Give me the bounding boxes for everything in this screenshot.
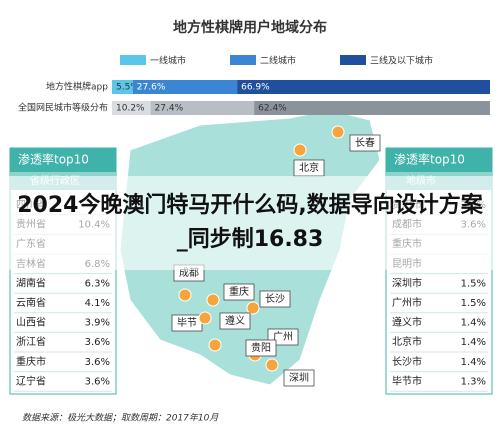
table-name: 湖南省 [16,276,46,289]
city-label: 贵阳 [251,341,271,354]
city-label: 广州 [273,331,293,343]
legend-swatch [230,55,256,65]
table-value: 3.6% [85,337,110,348]
table-title: 渗透率top10 [394,152,465,167]
table-value: 1.3% [461,376,486,387]
city-label: 重庆 [229,285,249,298]
bar-segment [237,80,490,94]
source: 数据来源：极光大数据；取数周期：2017年10月 [22,413,219,424]
legend-label: 三线及以下城市 [370,55,433,67]
table-value: 6.3% [85,278,110,289]
legend-label: 二线城市 [260,55,296,67]
table-name: 浙江省 [16,335,46,348]
table-value: 1.4% [461,337,486,348]
table-value: 3.6% [85,357,110,368]
table-value: 1.4% [461,357,486,368]
table-value: 3.9% [85,318,110,329]
city-label: 长春 [355,137,375,149]
table-value: 1.5% [461,278,486,289]
bar-segment [112,101,151,115]
value-label: 27.6% [137,83,166,93]
city-label: 成都 [179,267,199,279]
value-label: 62.4% [258,104,287,114]
value-label: 66.9% [241,83,270,93]
value-label: 5.5% [116,83,139,93]
city-box [219,312,251,330]
table-name: 重庆市 [16,355,46,368]
table-name: 北京市 [392,335,422,348]
city-label: 遵义 [225,314,245,327]
table-value: 3.6% [85,376,110,387]
bar-segment [150,101,255,115]
legend-label: 一线城市 [150,55,186,67]
row-label: 地方性棋牌app [46,81,108,93]
city-label: 北京 [299,161,319,174]
chart-title: 地方性棋牌用户地域分布 [173,19,327,36]
city-box [259,290,291,308]
row-label: 全国网民城市等级分布 [18,102,108,114]
city-box [349,134,381,152]
city-dot [208,338,222,352]
table-value: 4.1% [85,298,110,309]
city-dot [331,125,345,139]
city-label: 毕节 [177,316,197,329]
overlay-band: 2024今晚澳门特马开什么码,数据导向设计方案_同步制16.83 [0,176,500,270]
table-name: 辽宁省 [16,374,46,387]
city-dot [206,293,220,307]
city-box [223,283,255,301]
table-name: 遵义市 [392,316,422,329]
city-dot [293,143,307,157]
table-name: 云南省 [16,296,46,309]
table-name: 山西省 [16,316,46,329]
table-header [386,148,492,172]
table-title: 渗透率top10 [18,152,89,167]
bar-segment [254,101,490,115]
table-value: 1.5% [461,298,486,309]
table-value: 1.4% [461,318,486,329]
city-label: 长沙 [265,293,285,305]
value-label: 10.2% [116,104,145,114]
overlay-text: 2024今晚澳门特马开什么码,数据导向设计方案_同步制16.83 [17,193,483,252]
table-name: 广州市 [392,296,422,309]
table-name: 长沙市 [392,355,422,368]
bar-segment [132,80,238,94]
legend-swatch [340,55,366,65]
city-dot [265,358,279,372]
legend-swatch [120,55,146,65]
city-dot [178,288,192,302]
city-dot [198,311,212,325]
table-name: 毕节市 [392,374,422,387]
value-label: 27.4% [155,104,184,114]
table-header [10,148,116,172]
city-box [245,339,277,357]
bar-segment [112,80,133,94]
city-dot [246,301,260,315]
table-name: 深圳市 [392,276,422,289]
city-label: 深圳 [289,372,309,384]
city-box [283,369,315,387]
